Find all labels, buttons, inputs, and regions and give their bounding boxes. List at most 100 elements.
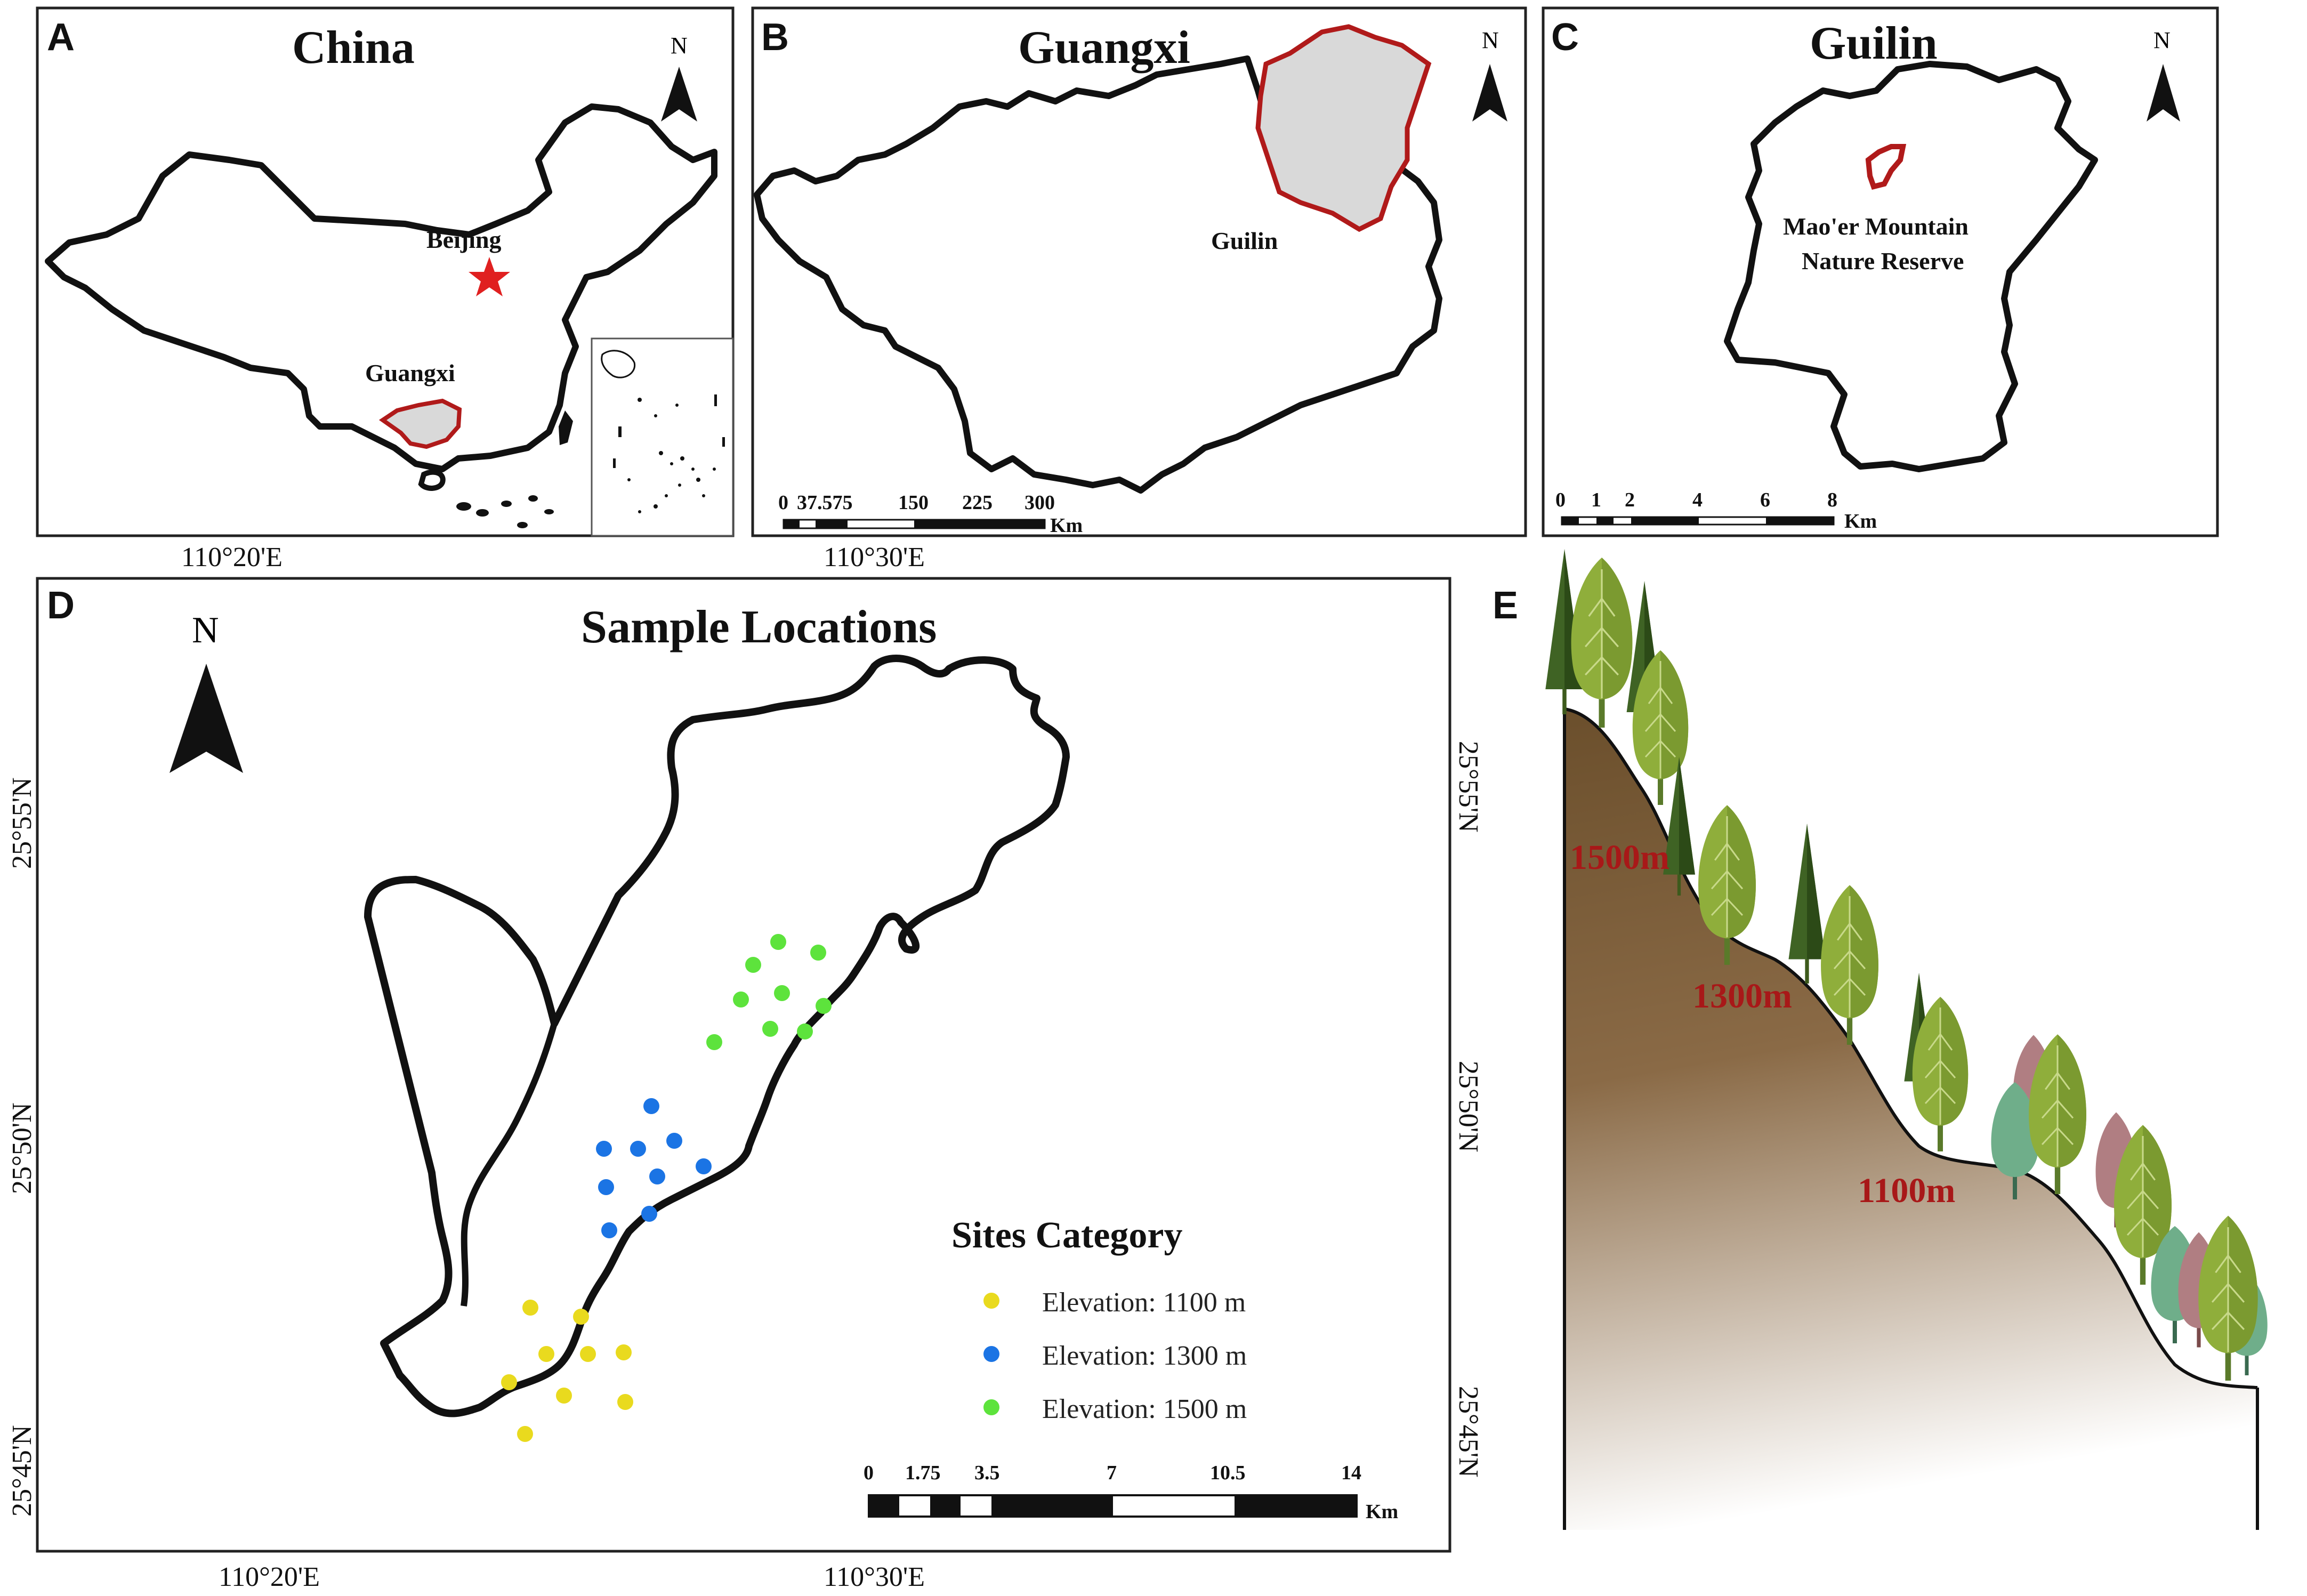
sample-site	[580, 1346, 596, 1362]
sample-site	[556, 1388, 572, 1404]
panel-a-china: A China N Guangxi Beijing	[36, 6, 735, 573]
legend-label: Elevation: 1100 m	[1042, 1287, 1246, 1318]
sample-site	[706, 1034, 722, 1050]
legend-label: Elevation: 1500 m	[1042, 1394, 1247, 1424]
scale-tick: 6	[1760, 489, 1770, 511]
lon-tick: 110°20'E	[219, 1562, 320, 1592]
sample-site	[762, 1021, 778, 1037]
guangxi-boundary	[754, 55, 1442, 494]
sample-site	[601, 1222, 617, 1238]
panel-d-sample-locations: D Sample Locations N	[7, 577, 1483, 1592]
panel-a-north-label: N	[671, 33, 688, 59]
scale-tick: 0	[778, 491, 788, 514]
scale-tick: 300	[1025, 491, 1055, 514]
sample-site	[774, 985, 790, 1001]
panel-d-title: Sample Locations	[581, 601, 937, 653]
panel-a-letter: A	[47, 16, 75, 59]
panel-c-north-label: N	[2153, 27, 2171, 53]
scale-tick: 150	[898, 491, 929, 514]
legend-swatch	[983, 1293, 999, 1309]
sample-site	[573, 1309, 589, 1325]
sample-site	[733, 992, 749, 1007]
reserve-highlight	[1865, 144, 1907, 190]
taiwan-island	[559, 410, 573, 445]
pine-tree-icon	[1788, 824, 1826, 984]
mountain-slope	[1564, 709, 2257, 1530]
sample-site	[666, 1133, 682, 1149]
elevation-label: 1500m	[1570, 838, 1669, 877]
sample-site	[745, 957, 761, 973]
sites-1300m	[596, 1098, 712, 1238]
panel-b-title: Guangxi	[1018, 22, 1190, 74]
sample-site	[797, 1023, 813, 1039]
scale-tick: 0	[864, 1462, 874, 1484]
scale-tick: 3.5	[974, 1462, 1000, 1484]
scale-tick: 37.575	[797, 491, 853, 514]
sample-site	[696, 1158, 712, 1174]
china-boundary	[45, 103, 717, 472]
panel-b-guangxi: B Guangxi N Guilin 0 37.575 150 225 300 …	[751, 6, 1527, 573]
north-arrow-icon: N	[1472, 27, 1507, 122]
panel-c-letter: C	[1551, 16, 1579, 59]
panel-b-lon-tick: 110°30'E	[824, 542, 925, 573]
legend-swatch	[983, 1346, 999, 1362]
sample-site	[770, 934, 786, 950]
panel-c-frame	[1542, 6, 2219, 537]
scale-unit: Km	[1366, 1501, 1398, 1523]
panel-a-title: China	[292, 22, 415, 74]
scale-tick: 14	[1341, 1462, 1361, 1484]
panel-d-north-label: N	[192, 610, 219, 651]
inner-ridge-line	[461, 1022, 558, 1307]
north-arrow-icon: N	[661, 33, 697, 122]
beijing-label: Beijing	[426, 226, 502, 253]
elevation-label: 1100m	[1858, 1171, 1955, 1210]
sample-site	[517, 1426, 533, 1442]
scale-tick: 8	[1827, 489, 1837, 511]
sites-1100m	[501, 1300, 633, 1442]
hainan-island	[418, 469, 446, 491]
reserve-boundary	[364, 655, 1070, 1417]
star-icon	[469, 257, 510, 296]
legend-label: Elevation: 1300 m	[1042, 1341, 1247, 1371]
scale-tick: 4	[1692, 489, 1703, 511]
sample-site	[810, 945, 826, 961]
legend-title: Sites Category	[951, 1215, 1183, 1256]
panel-e-letter: E	[1493, 584, 1518, 627]
legend-swatch	[983, 1399, 999, 1415]
sites-1500m	[706, 934, 832, 1050]
sample-site	[649, 1168, 665, 1184]
north-arrow-icon: N	[170, 610, 243, 773]
south-china-sea-islands	[456, 495, 554, 528]
guilin-label: Guilin	[1211, 227, 1278, 254]
scale-tick: 1.75	[905, 1462, 941, 1484]
slope-outline	[1564, 707, 2258, 1389]
lat-tick-left: 25°50'N	[7, 1102, 37, 1194]
north-arrow-icon: N	[2147, 27, 2180, 122]
guilin-highlight	[1255, 24, 1432, 232]
scale-tick: 225	[962, 491, 993, 514]
scale-tick: 10.5	[1210, 1462, 1246, 1484]
panel-b-scale-bar: 0 37.575 150 225 300 Km	[778, 491, 1083, 537]
inset-map	[591, 337, 734, 537]
legend: Sites Category Elevation: 1100 m Elevati…	[951, 1215, 1247, 1424]
sample-site	[501, 1374, 517, 1390]
reserve-label-line1: Mao'er Mountain	[1783, 213, 1969, 240]
panel-c-title: Guilin	[1810, 18, 1938, 69]
scale-tick: 0	[1555, 489, 1566, 511]
panel-a-lon-tick: 110°20'E	[181, 542, 283, 573]
guangxi-label: Guangxi	[365, 359, 455, 386]
guilin-boundary	[1724, 61, 2098, 472]
scale-unit: Km	[1844, 510, 1877, 533]
lon-tick: 110°30'E	[824, 1562, 925, 1592]
scale-tick: 1	[1591, 489, 1601, 511]
lat-tick-left: 25°45'N	[7, 1425, 37, 1517]
sample-site	[522, 1300, 538, 1316]
scale-tick: 2	[1625, 489, 1635, 511]
sample-site	[643, 1098, 659, 1114]
lat-tick-right: 25°50'N	[1453, 1061, 1483, 1152]
sample-site	[630, 1141, 646, 1157]
sample-site	[616, 1344, 632, 1360]
guangxi-highlight	[378, 398, 462, 449]
elevation-label: 1300m	[1692, 977, 1792, 1015]
